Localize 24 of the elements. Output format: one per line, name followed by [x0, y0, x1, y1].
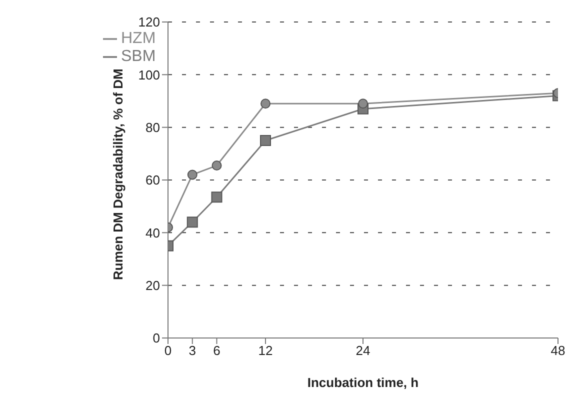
x-tick-label: 6	[213, 343, 220, 358]
y-tick-label: 80	[146, 120, 160, 135]
legend-label: HZM	[121, 30, 156, 47]
y-tick-label: 0	[152, 330, 160, 346]
x-tick-label: 48	[550, 343, 566, 358]
x-tick-label: 3	[188, 343, 196, 358]
x-tick-label: 12	[258, 343, 273, 358]
y-axis-title: Rumen DM Degradability, % of DM	[110, 68, 126, 280]
x-tick-label: 24	[356, 343, 370, 358]
point	[260, 135, 271, 146]
point	[212, 160, 222, 171]
point	[211, 192, 222, 203]
legend-label: SBM	[121, 48, 156, 65]
y-tick-label: 20	[146, 278, 160, 293]
x-tick-label: 0	[164, 343, 172, 358]
y-tick-label: 100	[138, 67, 160, 82]
point	[186, 216, 198, 228]
y-tick-label: 120	[138, 14, 160, 30]
point	[260, 98, 270, 109]
point	[358, 98, 368, 109]
x-axis-title: Incubation time, h	[307, 375, 419, 390]
point	[187, 170, 198, 180]
y-tick-label: 40	[146, 225, 160, 240]
y-tick-label: 60	[146, 172, 160, 188]
